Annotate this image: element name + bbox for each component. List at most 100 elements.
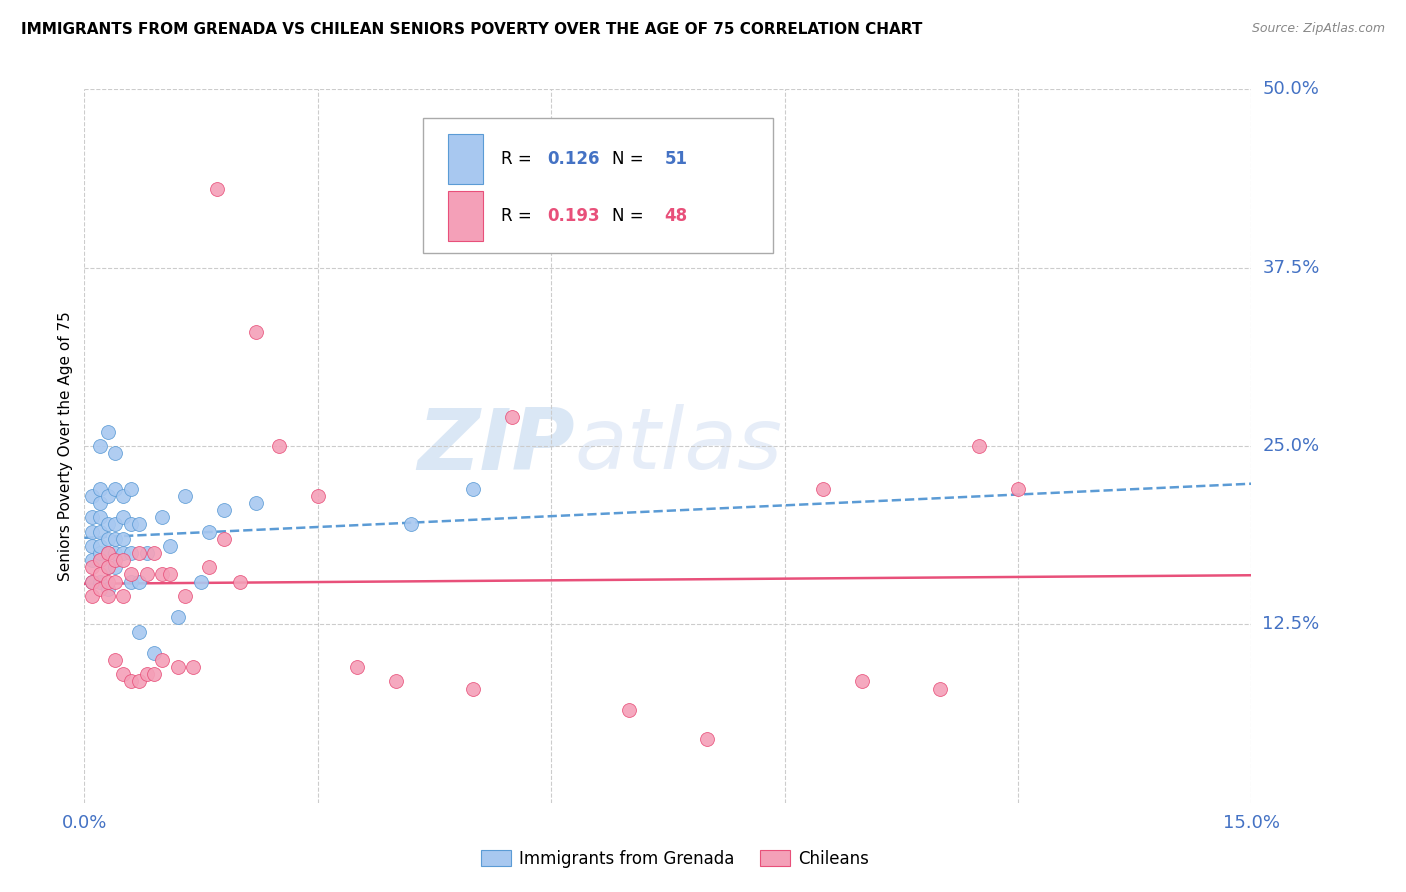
Point	[181, 660, 204, 674]
Point	[82, 510, 104, 524]
FancyBboxPatch shape	[449, 191, 484, 241]
Point	[190, 574, 212, 589]
Point	[97, 574, 120, 589]
Point	[97, 582, 120, 596]
Point	[245, 496, 267, 510]
Text: R =: R =	[501, 150, 537, 168]
Point	[82, 589, 104, 603]
Point	[198, 524, 221, 539]
Point	[104, 553, 127, 567]
Point	[120, 482, 142, 496]
Text: N =: N =	[612, 207, 648, 225]
Point	[82, 574, 104, 589]
Point	[97, 489, 120, 503]
Point	[89, 482, 111, 496]
Point	[104, 532, 127, 546]
Point	[82, 553, 104, 567]
Text: 0.193: 0.193	[548, 207, 600, 225]
Text: 50.0%: 50.0%	[1263, 80, 1319, 98]
Point	[97, 560, 120, 574]
Point	[89, 496, 111, 510]
Point	[205, 182, 228, 196]
Point	[967, 439, 990, 453]
Text: 51: 51	[665, 150, 688, 168]
Point	[89, 546, 111, 560]
Point	[150, 567, 173, 582]
Point	[214, 532, 236, 546]
Point	[120, 517, 142, 532]
Point	[120, 574, 142, 589]
FancyBboxPatch shape	[449, 134, 484, 184]
Y-axis label: Seniors Poverty Over the Age of 75: Seniors Poverty Over the Age of 75	[58, 311, 73, 581]
Point	[696, 731, 718, 746]
Point	[82, 560, 104, 574]
Point	[267, 439, 290, 453]
Point	[104, 446, 127, 460]
Point	[166, 610, 188, 624]
Point	[135, 567, 157, 582]
Point	[166, 660, 188, 674]
Text: 12.5%: 12.5%	[1263, 615, 1320, 633]
Point	[89, 539, 111, 553]
Point	[97, 589, 120, 603]
Point	[104, 517, 127, 532]
Point	[143, 646, 166, 660]
Point	[112, 510, 135, 524]
Point	[198, 560, 221, 574]
Point	[112, 489, 135, 503]
Text: IMMIGRANTS FROM GRENADA VS CHILEAN SENIORS POVERTY OVER THE AGE OF 75 CORRELATIO: IMMIGRANTS FROM GRENADA VS CHILEAN SENIO…	[21, 22, 922, 37]
Point	[463, 482, 485, 496]
Point	[929, 681, 952, 696]
Point	[89, 553, 111, 567]
FancyBboxPatch shape	[423, 118, 773, 253]
Point	[463, 681, 485, 696]
Text: R =: R =	[501, 207, 537, 225]
Text: ZIP: ZIP	[416, 404, 575, 488]
Point	[501, 410, 523, 425]
Point	[104, 560, 127, 574]
Point	[120, 546, 142, 560]
Point	[89, 510, 111, 524]
Point	[174, 489, 197, 503]
Point	[214, 503, 236, 517]
Point	[97, 546, 120, 560]
Point	[89, 567, 111, 582]
Point	[384, 674, 406, 689]
Point	[82, 489, 104, 503]
Point	[617, 703, 640, 717]
Text: N =: N =	[612, 150, 648, 168]
Text: 37.5%: 37.5%	[1263, 259, 1320, 277]
Legend: Immigrants from Grenada, Chileans: Immigrants from Grenada, Chileans	[474, 844, 876, 875]
Point	[97, 532, 120, 546]
Point	[399, 517, 422, 532]
Point	[89, 553, 111, 567]
Point	[128, 674, 150, 689]
Point	[150, 653, 173, 667]
Point	[135, 667, 157, 681]
Text: atlas: atlas	[575, 404, 783, 488]
Point	[104, 482, 127, 496]
Text: 25.0%: 25.0%	[1263, 437, 1320, 455]
Text: Source: ZipAtlas.com: Source: ZipAtlas.com	[1251, 22, 1385, 36]
Point	[813, 482, 835, 496]
Point	[89, 582, 111, 596]
Point	[159, 567, 181, 582]
Point	[120, 674, 142, 689]
Point	[174, 589, 197, 603]
Point	[135, 546, 157, 560]
Point	[97, 560, 120, 574]
Point	[97, 546, 120, 560]
Point	[97, 517, 120, 532]
Point	[128, 574, 150, 589]
Point	[89, 574, 111, 589]
Text: 48: 48	[665, 207, 688, 225]
Point	[112, 667, 135, 681]
Point	[120, 567, 142, 582]
Point	[112, 589, 135, 603]
Point	[150, 510, 173, 524]
Point	[1007, 482, 1029, 496]
Point	[97, 425, 120, 439]
Point	[82, 574, 104, 589]
Point	[112, 532, 135, 546]
Point	[143, 667, 166, 681]
